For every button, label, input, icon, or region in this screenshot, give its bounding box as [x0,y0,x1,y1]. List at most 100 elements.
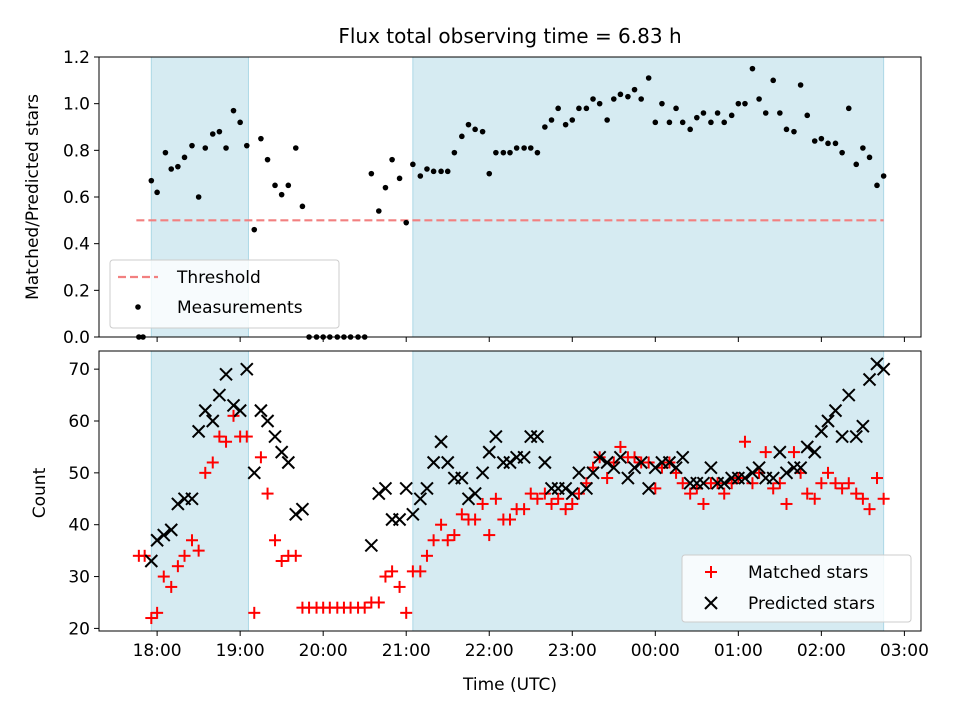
measurement-point [258,135,264,142]
ratio-panel: 0.0 0.2 0.4 0.6 0.8 1.0 1.2 Matched/Predicted … [23,48,922,348]
measurement-point [368,170,375,177]
measurement-point [444,168,451,175]
predicted-star-point [434,435,448,449]
matched-star-point [738,435,751,448]
top-shaded-interval-1 [412,56,885,338]
measurement-point [562,121,569,128]
predicted-star-point [364,538,379,553]
ratio-legend-box [109,259,340,329]
matched-star-point [178,549,191,562]
predicted-star-point [627,460,642,475]
measurement-point [783,126,790,133]
measurement-point [223,145,229,151]
legend-measurements-label: Measurements [177,298,303,318]
measurement-point [376,208,382,214]
measurement-point [154,189,160,196]
predicted-star-point [662,455,677,470]
predicted-star-point [717,476,731,490]
matched-star-point [822,466,835,479]
predicted-star-point [399,481,413,496]
legend-threshold-label: Threshold [176,268,261,288]
predicted-star-point [289,507,303,522]
predicted-star-point [247,466,261,480]
measurement-point [243,142,250,149]
matched-star-point [566,497,579,510]
measurement-point [424,166,430,172]
matched-star-point [767,482,780,495]
predicted-star-point [420,481,434,496]
measurement-point [527,145,534,151]
matched-star-point [863,503,876,516]
predicted-star-point [144,554,159,568]
x-tick-label: 22:00 [465,641,514,661]
measurement-point [548,117,555,123]
matched-star-point [476,497,489,510]
measurement-point [465,121,472,128]
predicted-star-point [592,450,607,465]
matched-star-point [718,487,731,500]
predicted-star-point [233,403,247,418]
bot-y-tick-label: 70 [68,360,90,380]
predicted-star-point [281,455,296,470]
count-panel: 20 30 40 50 60 70 18:00 19:00 20:00 21:00 22:00 23… [30,350,929,695]
predicted-star-point [641,481,656,496]
measurement-point [832,140,839,147]
matched-star-point [559,503,572,516]
measurement-point [853,161,860,168]
predicted-star-point [475,466,490,480]
matched-star-point [870,472,883,485]
measurement-point [860,145,866,151]
bot-shaded-interval-0 [150,350,249,632]
matched-star-point [289,549,302,562]
legend-matched-swatch [705,566,717,578]
measurement-point [728,112,735,119]
matched-star-point [856,492,869,505]
bot-y-tick-label: 60 [68,412,90,432]
measurement-point [625,93,631,100]
matched-star-point [850,487,863,500]
measurement-point [825,140,831,147]
measurement-point [438,168,444,175]
measurement-point [576,105,582,112]
ratio-legend: Threshold Measurements [109,259,340,329]
predicted-star-point [876,362,891,376]
measurement-point [472,126,478,133]
x-tick-label: 20:00 [299,641,348,661]
predicted-star-point [219,367,233,382]
measurement-point [631,86,638,93]
matched-star-point [151,606,164,619]
measurement-point [403,219,410,226]
top-y-tick-label: 0.2 [63,281,90,301]
matched-star-point [601,472,614,485]
matched-star-point [427,534,440,547]
matched-star-point [746,477,759,490]
x-tick-label: 19:00 [216,641,265,661]
measurement-point [610,96,617,102]
predicted-star-point [240,362,254,376]
measurement-point [569,117,576,123]
predicted-star-point [441,455,455,470]
predicted-star-point [295,502,310,516]
matched-star-point [414,565,427,578]
x-tick-label: 03:00 [880,641,929,661]
measurement-point [299,203,306,210]
predicted-star-point [413,492,428,506]
matched-star-point [614,440,627,453]
x-tick-label: 18:00 [133,641,182,661]
top-y-tick-label: 1.0 [63,95,90,115]
predicted-star-point [191,424,206,439]
measurement-point [202,145,209,151]
x-tick-label: 21:00 [382,641,431,661]
predicted-star-point [600,455,614,470]
matched-star-point [642,456,655,469]
x-tick-label: 23:00 [548,641,597,661]
predicted-star-point [489,429,503,444]
matched-star-point [829,477,842,490]
predicted-star-point [406,507,420,522]
predicted-star-point [773,445,787,459]
predicted-star-point [455,471,469,485]
measurement-point [148,177,155,184]
measurement-point [459,133,465,140]
matched-star-point [455,508,468,521]
predicted-star-point [565,486,579,501]
